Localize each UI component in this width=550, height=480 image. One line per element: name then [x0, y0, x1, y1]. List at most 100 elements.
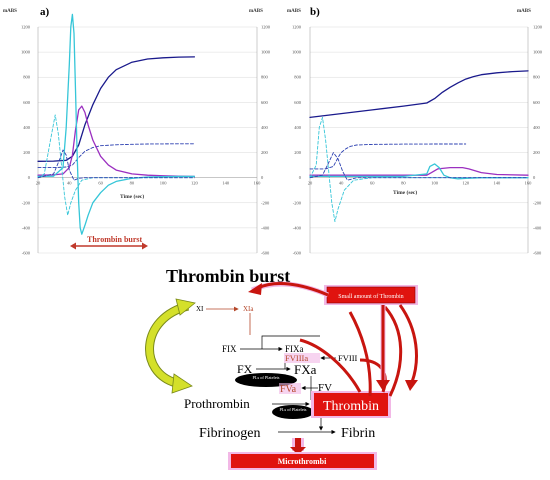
xi-label: XI [196, 305, 204, 313]
y-tick-label-right: -400 [261, 225, 270, 230]
thrombin-to-xia-arc [257, 282, 329, 297]
series-line-3 [37, 105, 196, 178]
right-curve-arrow [398, 304, 418, 383]
y-unit-right: mABS [517, 9, 531, 14]
series-line-4 [309, 163, 529, 180]
microthrombi-label: Microthrombi [278, 457, 327, 466]
y-tick-label-left: 800 [23, 75, 31, 80]
y-unit-left: mABS [3, 9, 17, 14]
y-tick-label-left: -600 [293, 251, 302, 256]
arrowhead-right [142, 242, 148, 250]
panel-label: a) [40, 6, 50, 18]
y-tick-label-left: 200 [23, 150, 31, 155]
series-line-2 [37, 143, 195, 169]
x-axis-title: Time (sec) [393, 189, 417, 196]
micro-arrow-shaft [295, 438, 301, 448]
micro-arrowhead [290, 447, 306, 455]
fviiia-highlight [284, 353, 320, 363]
series-line-4 [37, 13, 196, 235]
y-tick-label-left: 0 [28, 175, 31, 180]
y-tick-label-right: 0 [533, 175, 536, 180]
prothrombin-label: Prothrombin [184, 396, 250, 411]
cascade-title: Thrombin burst [166, 266, 290, 286]
y-tick-label-right: -400 [533, 225, 542, 230]
series-line-1 [37, 56, 196, 162]
x-tick-label: 40 [67, 181, 72, 186]
series-line-5 [37, 114, 195, 216]
y-tick-label-left: 0 [299, 175, 302, 180]
y-tick-label-left: -400 [22, 225, 31, 230]
small-thrombin-label: Small amount of Thrombin [338, 293, 403, 300]
yellow-arrow-tail [175, 298, 196, 316]
x-tick-label: 60 [370, 181, 375, 186]
feedback-arrow-2 [348, 311, 372, 397]
chart-area: -600 -600 -400 -400 -200 -200 0 0 200 200 400 400 60… [21, 13, 271, 256]
series-line-6 [309, 152, 529, 181]
x-tick-label: 40 [339, 181, 344, 186]
microthrombi-box [231, 454, 374, 468]
y-tick-label-left: 400 [294, 125, 302, 130]
feedback-arrow-1 [383, 306, 403, 397]
y-tick-label-left: -400 [293, 225, 302, 230]
y-tick-label-right: 400 [261, 125, 269, 130]
fibrinogen-label: Fibrinogen [199, 426, 260, 441]
fviiia-label: FVIIIa [285, 353, 308, 363]
chart-b-svg: mABS mABS b) -600 -600 -400 -400 -200 -200 0 0 2… [287, 6, 543, 256]
fixa-label: FIXa [285, 344, 304, 354]
x-tick-label: 20 [36, 181, 41, 186]
fibrin-label: Fibrin [341, 426, 375, 441]
x-tick-label: 100 [431, 181, 439, 186]
y-tick-label-left: 1200 [292, 25, 302, 30]
chart-panel-b: mABS mABS b) -600 -600 -400 -400 -200 -200 0 0 2… [285, 0, 550, 262]
arrowhead-left [70, 242, 76, 250]
x-tick-label: 140 [222, 181, 230, 186]
fix-bracket [261, 335, 320, 349]
x-tick-label: 160 [254, 181, 262, 186]
cascade-svg: Thrombin burst Small amount of Thrombin … [145, 266, 418, 470]
y-tick-label-right: 1200 [533, 25, 543, 30]
thrombin-box [314, 393, 388, 416]
fva-highlight [279, 383, 301, 394]
y-tick-label-right: 0 [261, 175, 264, 180]
y-tick-label-right: -200 [261, 200, 270, 205]
annotation-label: Thrombin burst [87, 235, 143, 244]
y-tick-label-left: 800 [294, 75, 302, 80]
fva-label: FVa [280, 384, 297, 395]
series-line-3 [309, 166, 529, 176]
pls-platelets-label-2: PLs of Platelets [280, 407, 307, 412]
y-tick-label-left: 400 [23, 125, 31, 130]
y-tick-label-left: -200 [293, 200, 302, 205]
y-tick-label-left: 200 [294, 150, 302, 155]
y-tick-label-right: -200 [533, 200, 542, 205]
pls-platelets-label-1: PLs of Platelets [253, 375, 280, 380]
yellow-arrow [146, 302, 190, 387]
panel-label: b) [310, 6, 320, 18]
coagulation-cascade: Thrombin burst Small amount of Thrombin … [0, 262, 550, 475]
y-tick-label-right: -600 [533, 251, 542, 256]
xia-label: XIa [243, 305, 254, 313]
x-tick-label: 160 [525, 181, 533, 186]
x-tick-label: 120 [191, 181, 199, 186]
y-tick-label-right: 800 [261, 75, 269, 80]
fxa-label: FXa [294, 362, 317, 377]
feedback-arrow-3 [299, 338, 362, 393]
x-tick-label: 120 [462, 181, 470, 186]
series-line-2 [309, 143, 467, 170]
y-tick-label-left: 1200 [21, 25, 31, 30]
thrombin-label: Thrombin [323, 399, 379, 414]
down-arrowhead-2 [405, 380, 418, 391]
series-line-6 [37, 149, 195, 181]
chart-panel-a: mABS mABS a) -600 -600 -400 -400 -200 -200 0 0 2… [0, 0, 275, 262]
x-tick-label: 100 [160, 181, 168, 186]
y-tick-label-left: 1000 [292, 50, 302, 55]
pls-platelets-ellipse-2 [272, 405, 314, 419]
down-arrowhead [376, 380, 390, 391]
x-axis-title: Time (sec) [120, 193, 144, 200]
arc-arrowhead [248, 283, 262, 295]
x-tick-label: 60 [98, 181, 103, 186]
yellow-arrowhead [171, 373, 193, 394]
thrombin-burst-annotation: Thrombin burst [70, 235, 148, 250]
chart-area: -600 -600 -400 -400 -200 -200 0 0 200 200 400 400 60… [292, 25, 543, 256]
series-line-5 [309, 116, 529, 223]
